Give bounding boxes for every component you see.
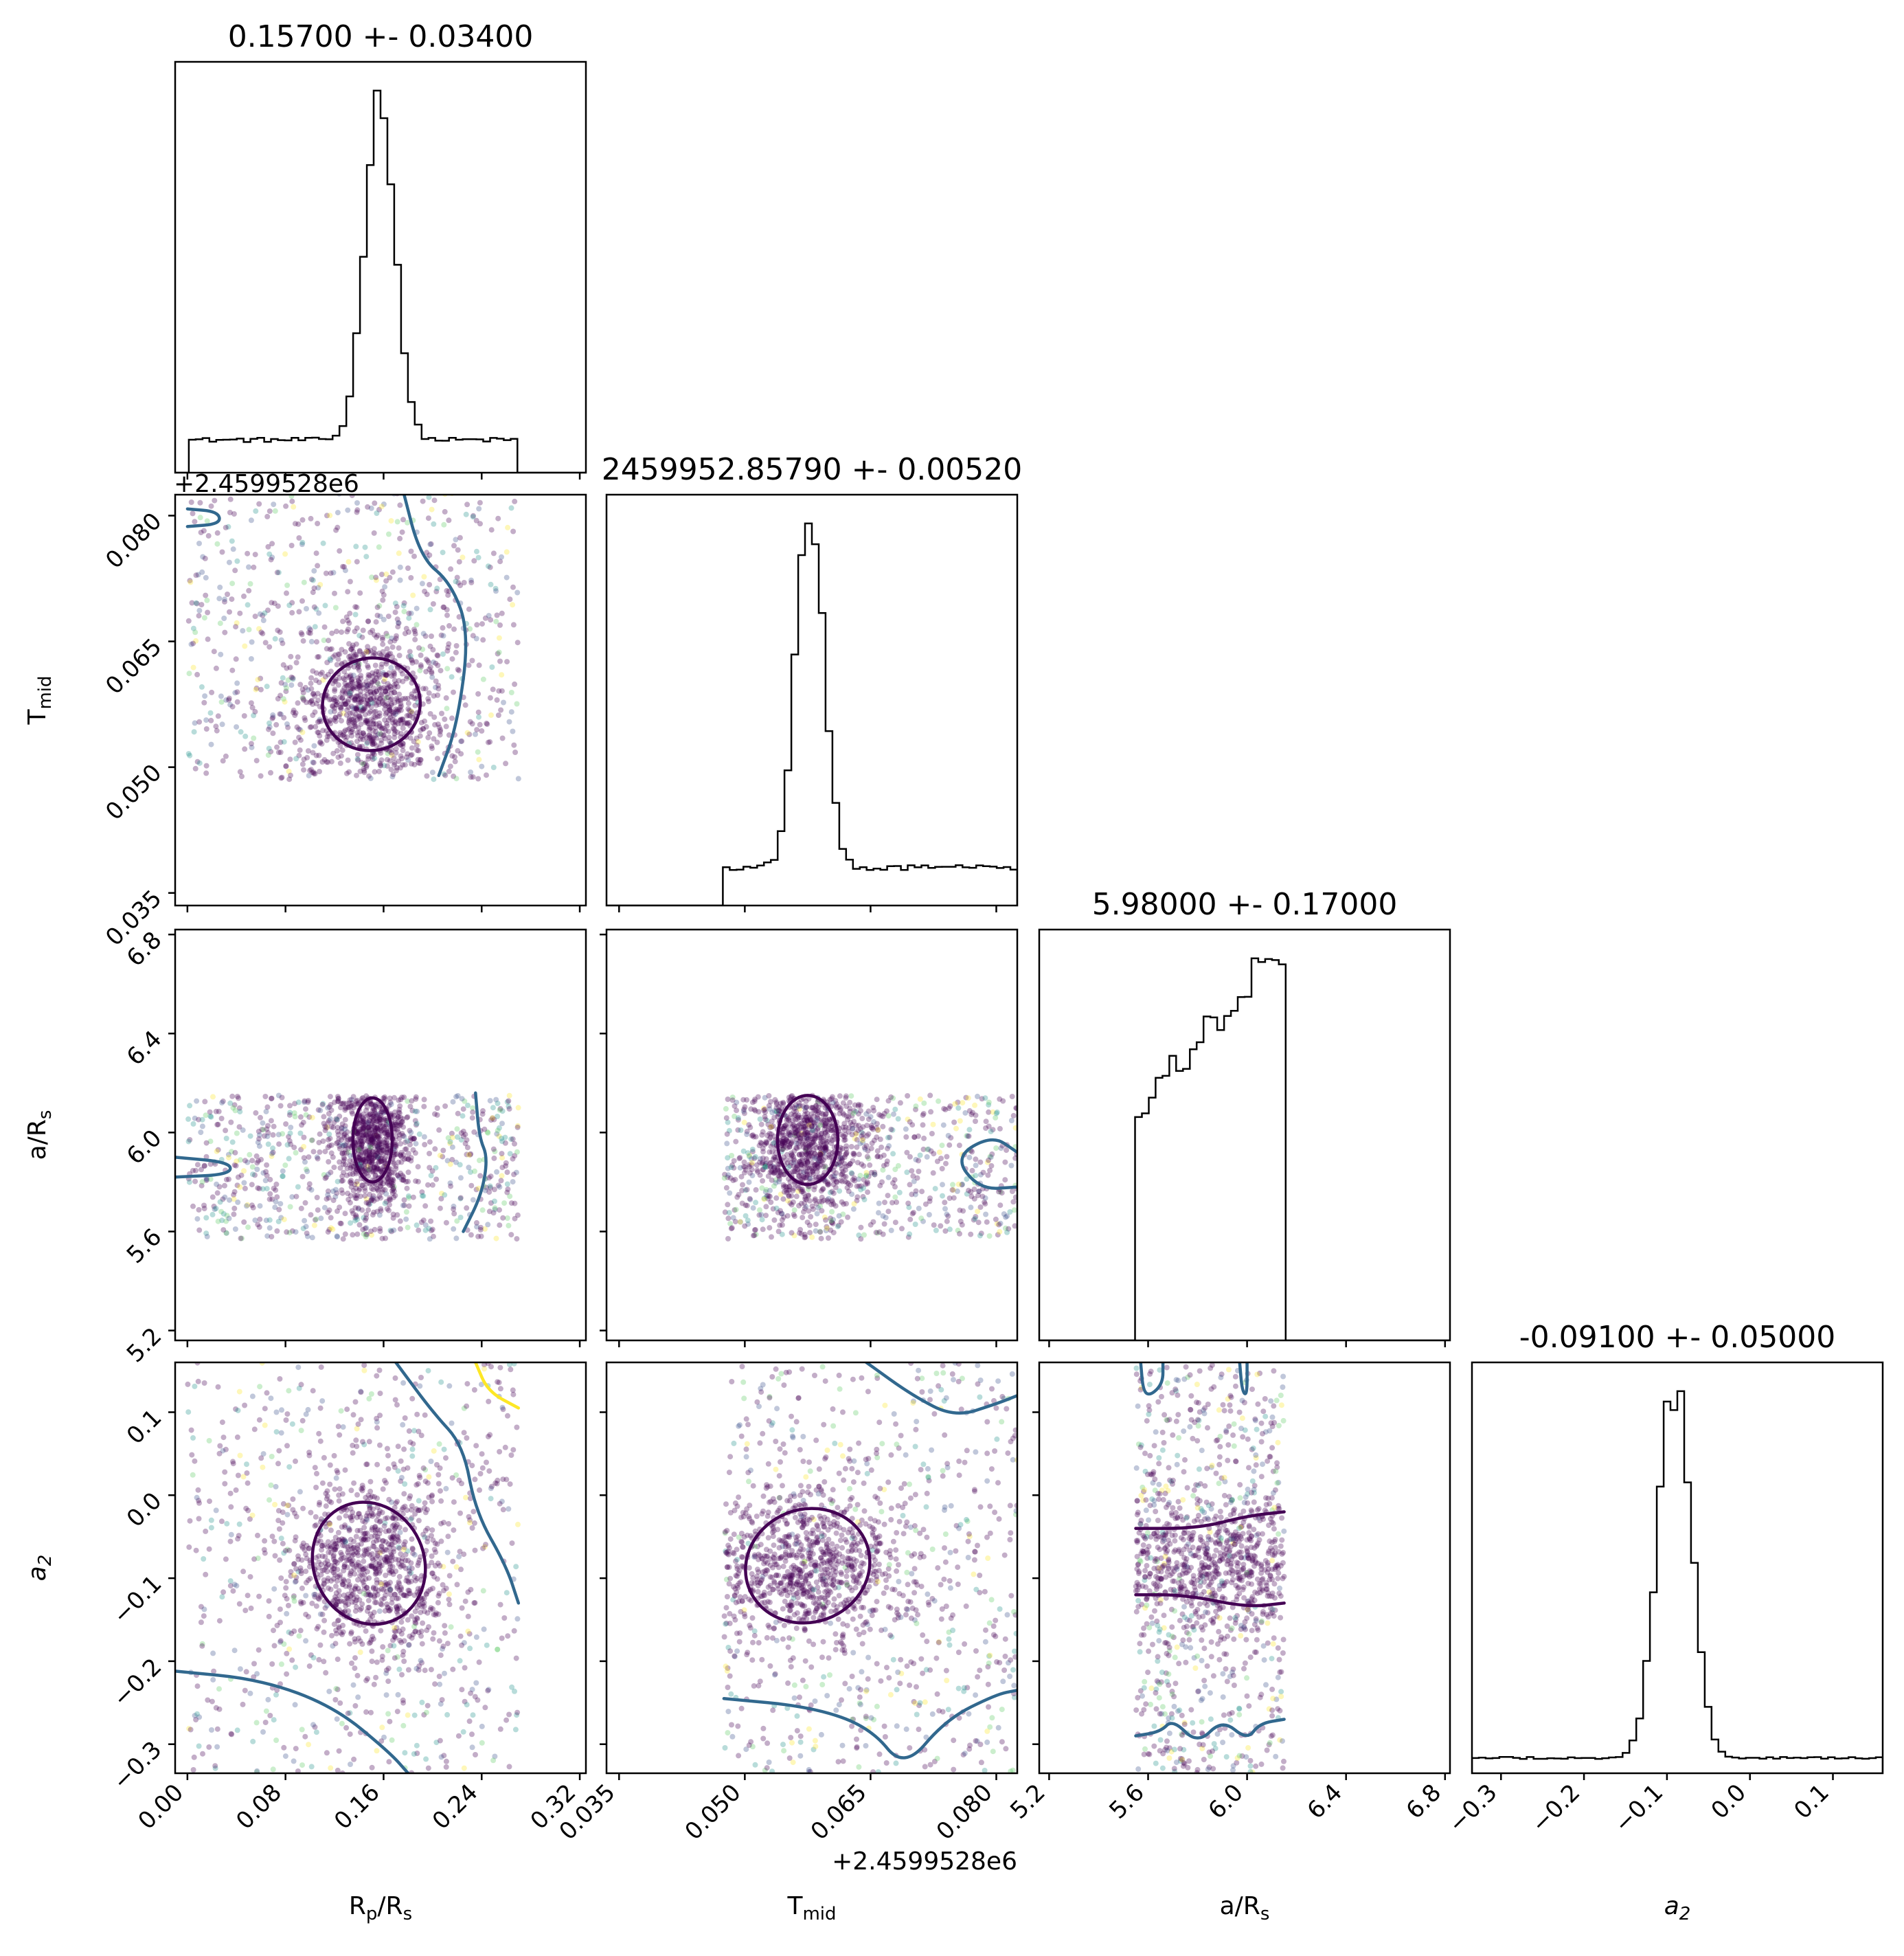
- title-a2: -0.09100 +- 0.05000: [1519, 1320, 1836, 1355]
- ytick-label: −0.3: [108, 1736, 168, 1796]
- contour: [175, 1670, 410, 1773]
- ytick-label: 0.0: [122, 1487, 168, 1533]
- panel-rp-rp: 0.15700 +- 0.03400: [174, 19, 587, 480]
- ytick-label: 5.2: [122, 1323, 168, 1369]
- panel-a2-ars: 5.2 5.6 6.0 6.4 6.8: [1005, 1361, 1451, 1825]
- histogram-a2: [1472, 1390, 1883, 1773]
- xtick-label: 0.00: [133, 1779, 189, 1835]
- ytick-label: 0.080: [100, 508, 167, 574]
- ytick-label: 6.4: [122, 1025, 168, 1071]
- panel-frame: [174, 60, 587, 474]
- ytick-label: −0.2: [108, 1653, 168, 1713]
- axis-label-x-tmid: Tmid: [786, 1892, 836, 1924]
- scatter-points: [721, 1362, 1017, 1773]
- offset-text-y: +2.4599528e6: [174, 470, 359, 498]
- offset-text-x: +2.4599528e6: [832, 1847, 1017, 1876]
- axis-label-x-a2: a2: [1664, 1892, 1691, 1924]
- scatter-points: [185, 495, 521, 783]
- contour: [321, 656, 422, 752]
- xtick-label: 6.0: [1203, 1779, 1249, 1825]
- contour: [1238, 1362, 1249, 1395]
- histogram-rp: [175, 89, 586, 473]
- panel-ars-rp: 5.25.66.06.46.8: [122, 926, 587, 1369]
- axis-label-x-rp: Rp/Rs: [349, 1892, 412, 1924]
- title-tmid: 2459952.85790 +- 0.00520: [602, 452, 1023, 487]
- axis-label-y-tmid: Tmid: [23, 675, 56, 725]
- contour: [175, 1156, 232, 1179]
- panel-tmid-tmid: 2459952.85790 +- 0.00520: [602, 452, 1023, 912]
- xtick-label: 6.8: [1401, 1779, 1447, 1825]
- xtick-label: 0.080: [931, 1779, 998, 1845]
- panel-frame: [174, 1361, 587, 1775]
- panel-frame: [1471, 1361, 1884, 1775]
- histogram-ars: [1039, 957, 1450, 1340]
- xtick-label: 0.0: [1706, 1779, 1752, 1825]
- contour: [185, 507, 221, 528]
- panel-ars-ars: 5.98000 +- 0.17000: [1038, 887, 1451, 1347]
- xtick-label: 0.1: [1789, 1779, 1835, 1825]
- panel-frame: [174, 928, 587, 1342]
- xtick-label: 6.4: [1302, 1779, 1348, 1825]
- xtick-label: 0.24: [427, 1779, 484, 1835]
- panel-a2-rp: 0.00 0.08 0.16 0.24 0.32−0.3−0.2−0.10.00.1: [108, 1361, 587, 1835]
- axis-label-x-ars: a/Rs: [1220, 1892, 1270, 1924]
- xtick-label: 0.08: [231, 1779, 287, 1835]
- scatter-points: [721, 1092, 1017, 1242]
- contour: [462, 1091, 488, 1233]
- contour: [1139, 1362, 1165, 1396]
- title-ars: 5.98000 +- 0.17000: [1092, 887, 1398, 922]
- scatter-points: [185, 1362, 521, 1773]
- xtick-label: 0.16: [329, 1779, 385, 1835]
- axis-label-y-a2: a2: [23, 1555, 56, 1582]
- contour: [351, 1096, 394, 1184]
- xtick-label: 5.2: [1005, 1779, 1051, 1825]
- panel-frame: [1038, 1361, 1451, 1775]
- xtick-label: −0.2: [1526, 1779, 1586, 1839]
- contour: [474, 1362, 521, 1410]
- panel-ars-tmid: [600, 928, 1019, 1347]
- contour: [1134, 1718, 1286, 1740]
- contour: [865, 1362, 1017, 1415]
- contour: [722, 1688, 1017, 1760]
- contour: [394, 1362, 521, 1605]
- xtick-label: 5.6: [1104, 1779, 1150, 1825]
- contour: [1134, 1510, 1286, 1530]
- contour: [744, 1507, 872, 1625]
- contour: [960, 1138, 1017, 1190]
- panel-frame: [605, 1361, 1019, 1775]
- ytick-label: 5.6: [122, 1224, 168, 1270]
- xtick-label: 0.050: [680, 1779, 747, 1845]
- panel-frame: [605, 493, 1019, 907]
- panel-frame: [605, 928, 1019, 1342]
- contour: [403, 495, 468, 778]
- panel-a2-tmid: 0.035 0.050 0.065 0.080: [554, 1361, 1019, 1845]
- axis-label-y-ars: a/Rs: [23, 1110, 56, 1160]
- contour: [1134, 1593, 1286, 1608]
- panel-frame: [1038, 928, 1451, 1342]
- xtick-label: 0.065: [806, 1779, 872, 1845]
- xtick-label: −0.1: [1609, 1779, 1669, 1839]
- ytick-label: 0.050: [100, 759, 167, 826]
- ytick-label: 0.1: [122, 1404, 168, 1450]
- scatter-points: [1133, 1362, 1287, 1773]
- ytick-label: 0.065: [100, 633, 167, 700]
- ytick-label: 6.0: [122, 1124, 168, 1170]
- title-rp: 0.15700 +- 0.03400: [228, 19, 534, 54]
- contour: [775, 1094, 840, 1187]
- ytick-label: −0.1: [108, 1570, 168, 1630]
- xtick-label: −0.3: [1443, 1779, 1503, 1839]
- contour: [310, 1500, 427, 1626]
- panel-frame: [174, 493, 587, 907]
- panel-a2-a2: -0.09100 +- 0.05000 −0.3 −0.2 −0.1 0.0 0.1: [1443, 1320, 1884, 1839]
- histogram-tmid: [607, 522, 1017, 906]
